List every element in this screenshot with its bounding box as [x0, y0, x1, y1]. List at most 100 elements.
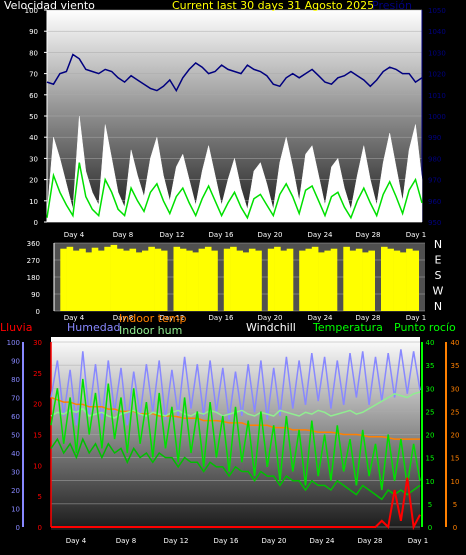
- y-tick-wind: 40: [29, 134, 38, 142]
- x-tick-p2: Day 20: [258, 314, 283, 322]
- series-pressure: [46, 53, 423, 93]
- direction-bar: [129, 248, 137, 311]
- y-tick-rain: 20: [33, 401, 42, 409]
- y-tick-temp2: 40: [451, 339, 460, 347]
- temp-hum-plot-area: [51, 337, 420, 530]
- direction-bar: [198, 248, 206, 311]
- direction-bar: [305, 248, 313, 311]
- direction-bar: [311, 246, 319, 311]
- y-tick-direction: 270: [27, 257, 40, 265]
- x-tick-p3: Day 20: [262, 537, 287, 545]
- series-gust-area: [46, 115, 423, 223]
- x-tick-p1: Day 1: [406, 231, 427, 239]
- y-tick-temp2: 35: [451, 362, 460, 370]
- compass-label: S: [435, 269, 442, 282]
- y-tick-pressure: 960: [428, 198, 441, 206]
- direction-bar: [399, 252, 407, 311]
- y-tick-rain: 5: [38, 493, 42, 501]
- x-tick-p3: Day 12: [164, 537, 189, 545]
- legend-indoor-temp: Indoor temp: [119, 312, 186, 325]
- direction-bar: [98, 250, 105, 311]
- x-tick-p1: Day 12: [160, 231, 185, 239]
- direction-bar: [79, 248, 86, 311]
- direction-bar: [242, 252, 250, 311]
- x-tick-p2: Day 12: [160, 314, 185, 322]
- y-tick-humidity: 80: [11, 376, 20, 384]
- y-tick-temp: 15: [426, 455, 435, 463]
- direction-bar: [60, 248, 67, 311]
- x-tick-p1: Day 16: [209, 231, 235, 239]
- direction-bar: [412, 250, 419, 311]
- y-tick-humidity: 0: [16, 524, 20, 532]
- y-tick-pressure: 950: [428, 219, 441, 227]
- y-tick-temp2: 5: [453, 501, 457, 509]
- y-tick-pressure: 1040: [428, 28, 446, 36]
- x-tick-p3: Day 1: [408, 537, 429, 545]
- legend-indoor-hum: Indoor hum: [119, 324, 182, 337]
- series-indoor-temp: [50, 396, 420, 440]
- y-tick-wind: 30: [29, 155, 38, 163]
- direction-bar: [179, 248, 187, 311]
- y-tick-pressure: 1010: [428, 92, 446, 100]
- compass-label: N: [434, 238, 442, 251]
- y-tick-wind: 10: [29, 198, 38, 206]
- y-tick-rain: 30: [33, 339, 42, 347]
- series-temperatura: [50, 378, 421, 491]
- x-tick-p1: Day 4: [64, 231, 85, 239]
- y-tick-pressure: 990: [428, 134, 441, 142]
- y-tick-direction: 90: [31, 291, 40, 299]
- y-tick-rain: 25: [33, 370, 42, 378]
- y-tick-humidity: 30: [11, 469, 20, 477]
- x-tick-p2: Day 28: [356, 314, 381, 322]
- direction-bar: [330, 248, 338, 311]
- direction-bar: [248, 248, 256, 311]
- y-tick-wind: 100: [25, 7, 38, 15]
- direction-bar: [324, 250, 331, 311]
- direction-bar: [368, 250, 375, 311]
- legend-rain: Lluvia: [0, 321, 32, 334]
- direction-bar: [160, 250, 168, 311]
- direction-bar: [211, 250, 218, 311]
- direction-bar: [72, 250, 80, 311]
- y-tick-temp: 40: [426, 339, 435, 347]
- direction-bar: [148, 246, 155, 311]
- y-tick-wind: 60: [29, 92, 38, 100]
- direction-bar: [123, 250, 130, 311]
- direction-bar: [85, 252, 92, 311]
- y-tick-direction: 360: [27, 240, 40, 248]
- y-tick-direction: 180: [27, 274, 40, 282]
- direction-bar: [267, 248, 275, 311]
- x-tick-p1: Day 24: [308, 231, 334, 239]
- x-tick-p3: Day 8: [116, 537, 137, 545]
- legend-temperature: Temperatura: [312, 321, 383, 334]
- y-tick-pressure: 1020: [428, 71, 446, 79]
- y-tick-temp2: 15: [451, 455, 460, 463]
- legend-humidity: Humedad: [67, 321, 120, 334]
- y-tick-direction: 0: [36, 308, 40, 316]
- x-tick-p2: Day 8: [113, 314, 134, 322]
- x-tick-p3: Day 16: [214, 537, 240, 545]
- direction-bar: [286, 248, 294, 311]
- direction-bar: [299, 250, 306, 311]
- y-tick-rain: 10: [33, 462, 42, 470]
- series-punto-roc-o: [50, 437, 421, 501]
- y-tick-temp2: 30: [451, 385, 460, 393]
- direction-bar: [355, 248, 363, 311]
- y-tick-wind: 0: [34, 219, 38, 227]
- x-tick-p2: Day 24: [308, 314, 334, 322]
- direction-bar: [230, 246, 237, 311]
- compass-label: N: [434, 300, 442, 313]
- direction-bar: [349, 250, 357, 311]
- direction-bar: [173, 246, 181, 311]
- y-tick-pressure: 1030: [428, 49, 446, 57]
- y-tick-humidity: 40: [11, 450, 20, 458]
- direction-bar: [362, 252, 369, 311]
- direction-bar: [66, 246, 74, 311]
- y-tick-wind: 90: [29, 28, 38, 36]
- legend-windchill: Windchill: [246, 321, 296, 334]
- direction-bar: [387, 248, 394, 311]
- direction-bar: [91, 247, 99, 311]
- direction-bar: [192, 252, 199, 311]
- y-tick-temp2: 25: [451, 408, 460, 416]
- y-tick-temp: 5: [428, 501, 432, 509]
